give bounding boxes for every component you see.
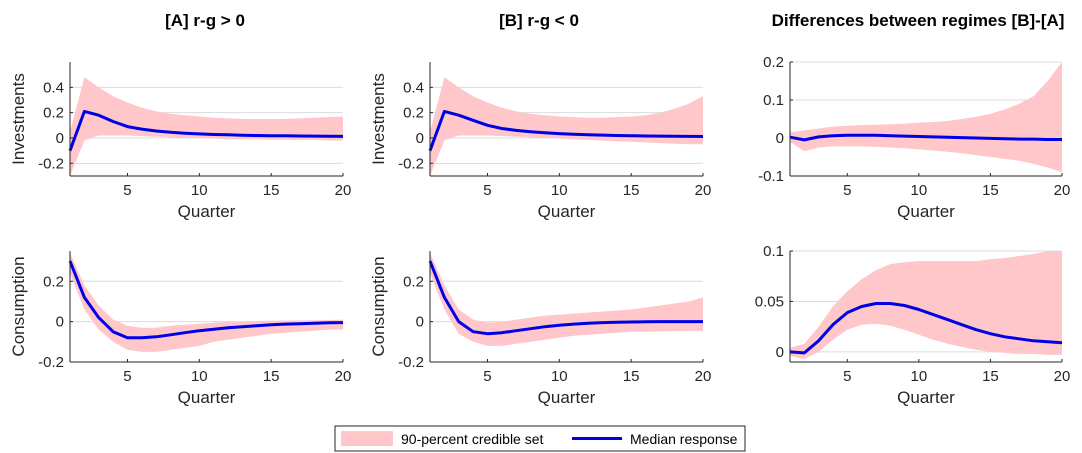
y-tick-label: 0 [416, 130, 424, 147]
y-tick-label: 0.4 [403, 79, 424, 96]
median-line [789, 133, 1062, 142]
x-tick-label: 5 [843, 368, 851, 385]
y-tick-label: 0.2 [43, 105, 64, 122]
credible-band [790, 251, 1062, 359]
panel-5: 5 10 15 20 0 0.05 0.1 Quarter [755, 243, 1071, 407]
y-tick-label: -0.1 [758, 168, 784, 185]
y-axis-label: Investments [9, 73, 28, 165]
x-tick-label: 20 [1054, 182, 1071, 199]
y-tick-label: 0 [56, 314, 64, 331]
y-tick-label: 0 [776, 344, 784, 361]
x-axis-label: Quarter [897, 388, 955, 407]
credible-band [70, 77, 343, 176]
x-tick-label: 10 [551, 368, 568, 385]
x-tick-label: 10 [191, 368, 208, 385]
panel-1: 5 10 15 20 -0.2 0 0.2 0.4 Quarter Investments [369, 62, 711, 221]
legend-box [334, 425, 746, 452]
y-tick-label: 0 [776, 130, 784, 147]
x-axis-label: Quarter [538, 388, 596, 407]
y-tick-label: -0.2 [38, 354, 64, 371]
panel-0: 5 10 15 20 -0.2 0 0.2 0.4 Quarter Investments [9, 62, 351, 221]
y-tick-label: -0.2 [38, 155, 64, 172]
x-tick-label: 15 [623, 368, 640, 385]
panel-4: 5 10 15 20 -0.2 0 0.2 Quarter Consumption [369, 251, 711, 407]
x-tick-label: 5 [483, 182, 491, 199]
y-tick-label: 0.2 [403, 105, 424, 122]
panel-3: 5 10 15 20 -0.2 0 0.2 Quarter Consumption [9, 251, 351, 407]
x-axis-label: Quarter [178, 388, 236, 407]
y-tick-label: 0.1 [763, 243, 784, 260]
x-tick-label: 15 [982, 182, 999, 199]
column-title-diff: Differences between regimes [B]-[A] [772, 11, 1065, 30]
x-tick-label: 5 [123, 368, 131, 385]
x-tick-label: 20 [335, 182, 352, 199]
x-tick-label: 20 [1054, 368, 1071, 385]
x-tick-label: 15 [263, 182, 280, 199]
x-tick-label: 20 [695, 368, 712, 385]
x-axis-label: Quarter [178, 202, 236, 221]
x-tick-label: 15 [982, 368, 999, 385]
x-tick-label: 5 [483, 368, 491, 385]
y-tick-label: 0.2 [763, 54, 784, 71]
median-line [68, 260, 344, 340]
column-title-b: [B] r-g < 0 [499, 11, 579, 30]
x-tick-label: 15 [263, 368, 280, 385]
legend-line-label: Median response [630, 431, 738, 447]
legend: 90-percent credible set Median response [334, 425, 746, 452]
y-tick-label: 0.05 [755, 293, 784, 310]
x-tick-label: 10 [191, 182, 208, 199]
legend-band-swatch [341, 431, 393, 446]
panels: 5 10 15 20 -0.2 0 0.2 0.4 Quarter Investments 5 10 1… [9, 54, 1070, 407]
x-axis-label: Quarter [538, 202, 596, 221]
x-tick-label: 5 [843, 182, 851, 199]
y-tick-label: 0 [416, 314, 424, 331]
x-tick-label: 15 [623, 182, 640, 199]
median-line [789, 302, 1063, 355]
median-line [428, 260, 703, 336]
x-axis-label: Quarter [897, 202, 955, 221]
x-tick-label: 20 [695, 182, 712, 199]
column-title-a: [A] r-g > 0 [165, 11, 245, 30]
credible-band [70, 253, 343, 352]
y-axis-label: Consumption [9, 256, 28, 356]
x-tick-label: 5 [123, 182, 131, 199]
y-axis-label: Consumption [369, 256, 388, 356]
median-line [428, 109, 704, 152]
x-tick-label: 10 [910, 368, 927, 385]
credible-band [430, 77, 703, 176]
panel-2: 5 10 15 20 -0.1 0 0.1 0.2 Quarter [758, 54, 1070, 221]
y-tick-label: 0.2 [403, 273, 424, 290]
y-tick-label: -0.2 [398, 155, 424, 172]
y-tick-label: 0.4 [43, 79, 64, 96]
x-tick-label: 20 [335, 368, 352, 385]
legend-band-label: 90-percent credible set [401, 431, 544, 447]
y-tick-label: -0.2 [398, 354, 424, 371]
x-tick-label: 10 [910, 182, 927, 199]
y-tick-label: 0.2 [43, 273, 64, 290]
y-tick-label: 0 [56, 130, 64, 147]
x-tick-label: 10 [551, 182, 568, 199]
credible-band [790, 62, 1062, 173]
y-axis-label: Investments [369, 73, 388, 165]
median-line [68, 109, 344, 152]
y-tick-label: 0.1 [763, 92, 784, 109]
